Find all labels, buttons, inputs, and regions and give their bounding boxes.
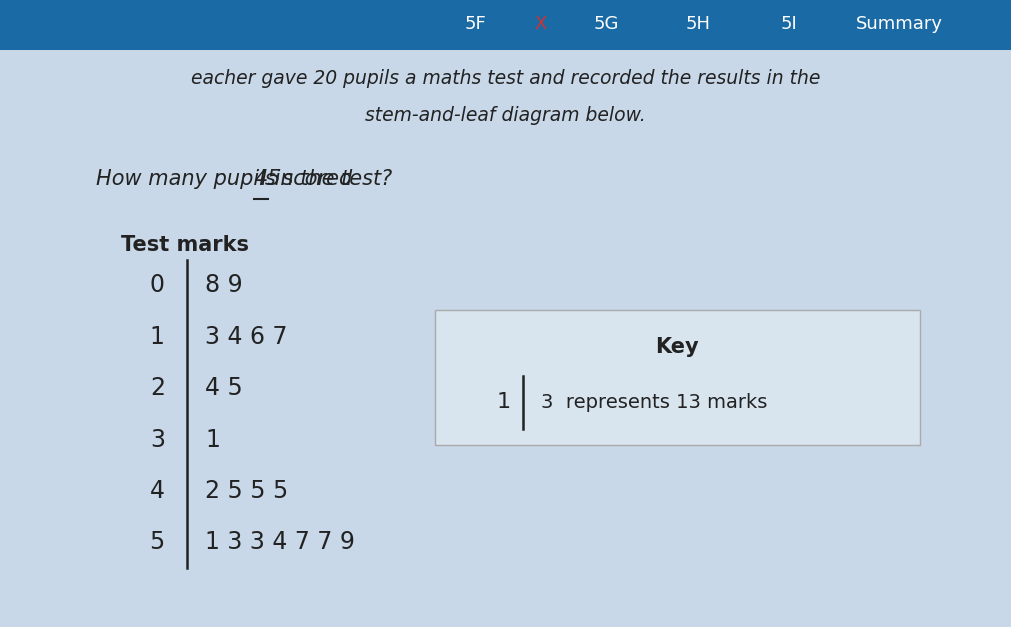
Text: 2 5 5 5: 2 5 5 5 bbox=[205, 479, 288, 503]
FancyBboxPatch shape bbox=[0, 0, 1011, 50]
Text: 5G: 5G bbox=[593, 15, 620, 33]
Text: 8 9: 8 9 bbox=[205, 273, 243, 297]
Text: 1: 1 bbox=[496, 393, 511, 412]
Text: Test marks: Test marks bbox=[121, 234, 250, 255]
Text: Summary: Summary bbox=[856, 15, 943, 33]
Text: 3 4 6 7: 3 4 6 7 bbox=[205, 325, 288, 349]
Text: 5H: 5H bbox=[685, 15, 710, 33]
Text: 4 5: 4 5 bbox=[205, 376, 243, 400]
Text: 3  represents 13 marks: 3 represents 13 marks bbox=[541, 393, 767, 412]
Text: 1 3 3 4 7 7 9: 1 3 3 4 7 7 9 bbox=[205, 530, 355, 554]
Text: in the test?: in the test? bbox=[268, 169, 392, 189]
Text: 5I: 5I bbox=[780, 15, 797, 33]
Text: 2: 2 bbox=[150, 376, 165, 400]
Text: 5: 5 bbox=[150, 530, 165, 554]
Text: 3: 3 bbox=[150, 428, 165, 451]
Text: 1: 1 bbox=[205, 428, 220, 451]
Text: eacher gave 20 pupils a maths test and recorded the results in the: eacher gave 20 pupils a maths test and r… bbox=[191, 69, 820, 88]
Text: 4: 4 bbox=[150, 479, 165, 503]
Text: X: X bbox=[535, 15, 547, 33]
Text: Key: Key bbox=[655, 337, 700, 357]
Text: 1: 1 bbox=[150, 325, 165, 349]
Text: 5F: 5F bbox=[464, 15, 486, 33]
Text: stem-and-leaf diagram below.: stem-and-leaf diagram below. bbox=[365, 107, 646, 125]
Text: 0: 0 bbox=[150, 273, 165, 297]
FancyBboxPatch shape bbox=[435, 310, 920, 445]
Text: How many pupils scored: How many pupils scored bbox=[96, 169, 359, 189]
Text: 45: 45 bbox=[254, 169, 281, 189]
